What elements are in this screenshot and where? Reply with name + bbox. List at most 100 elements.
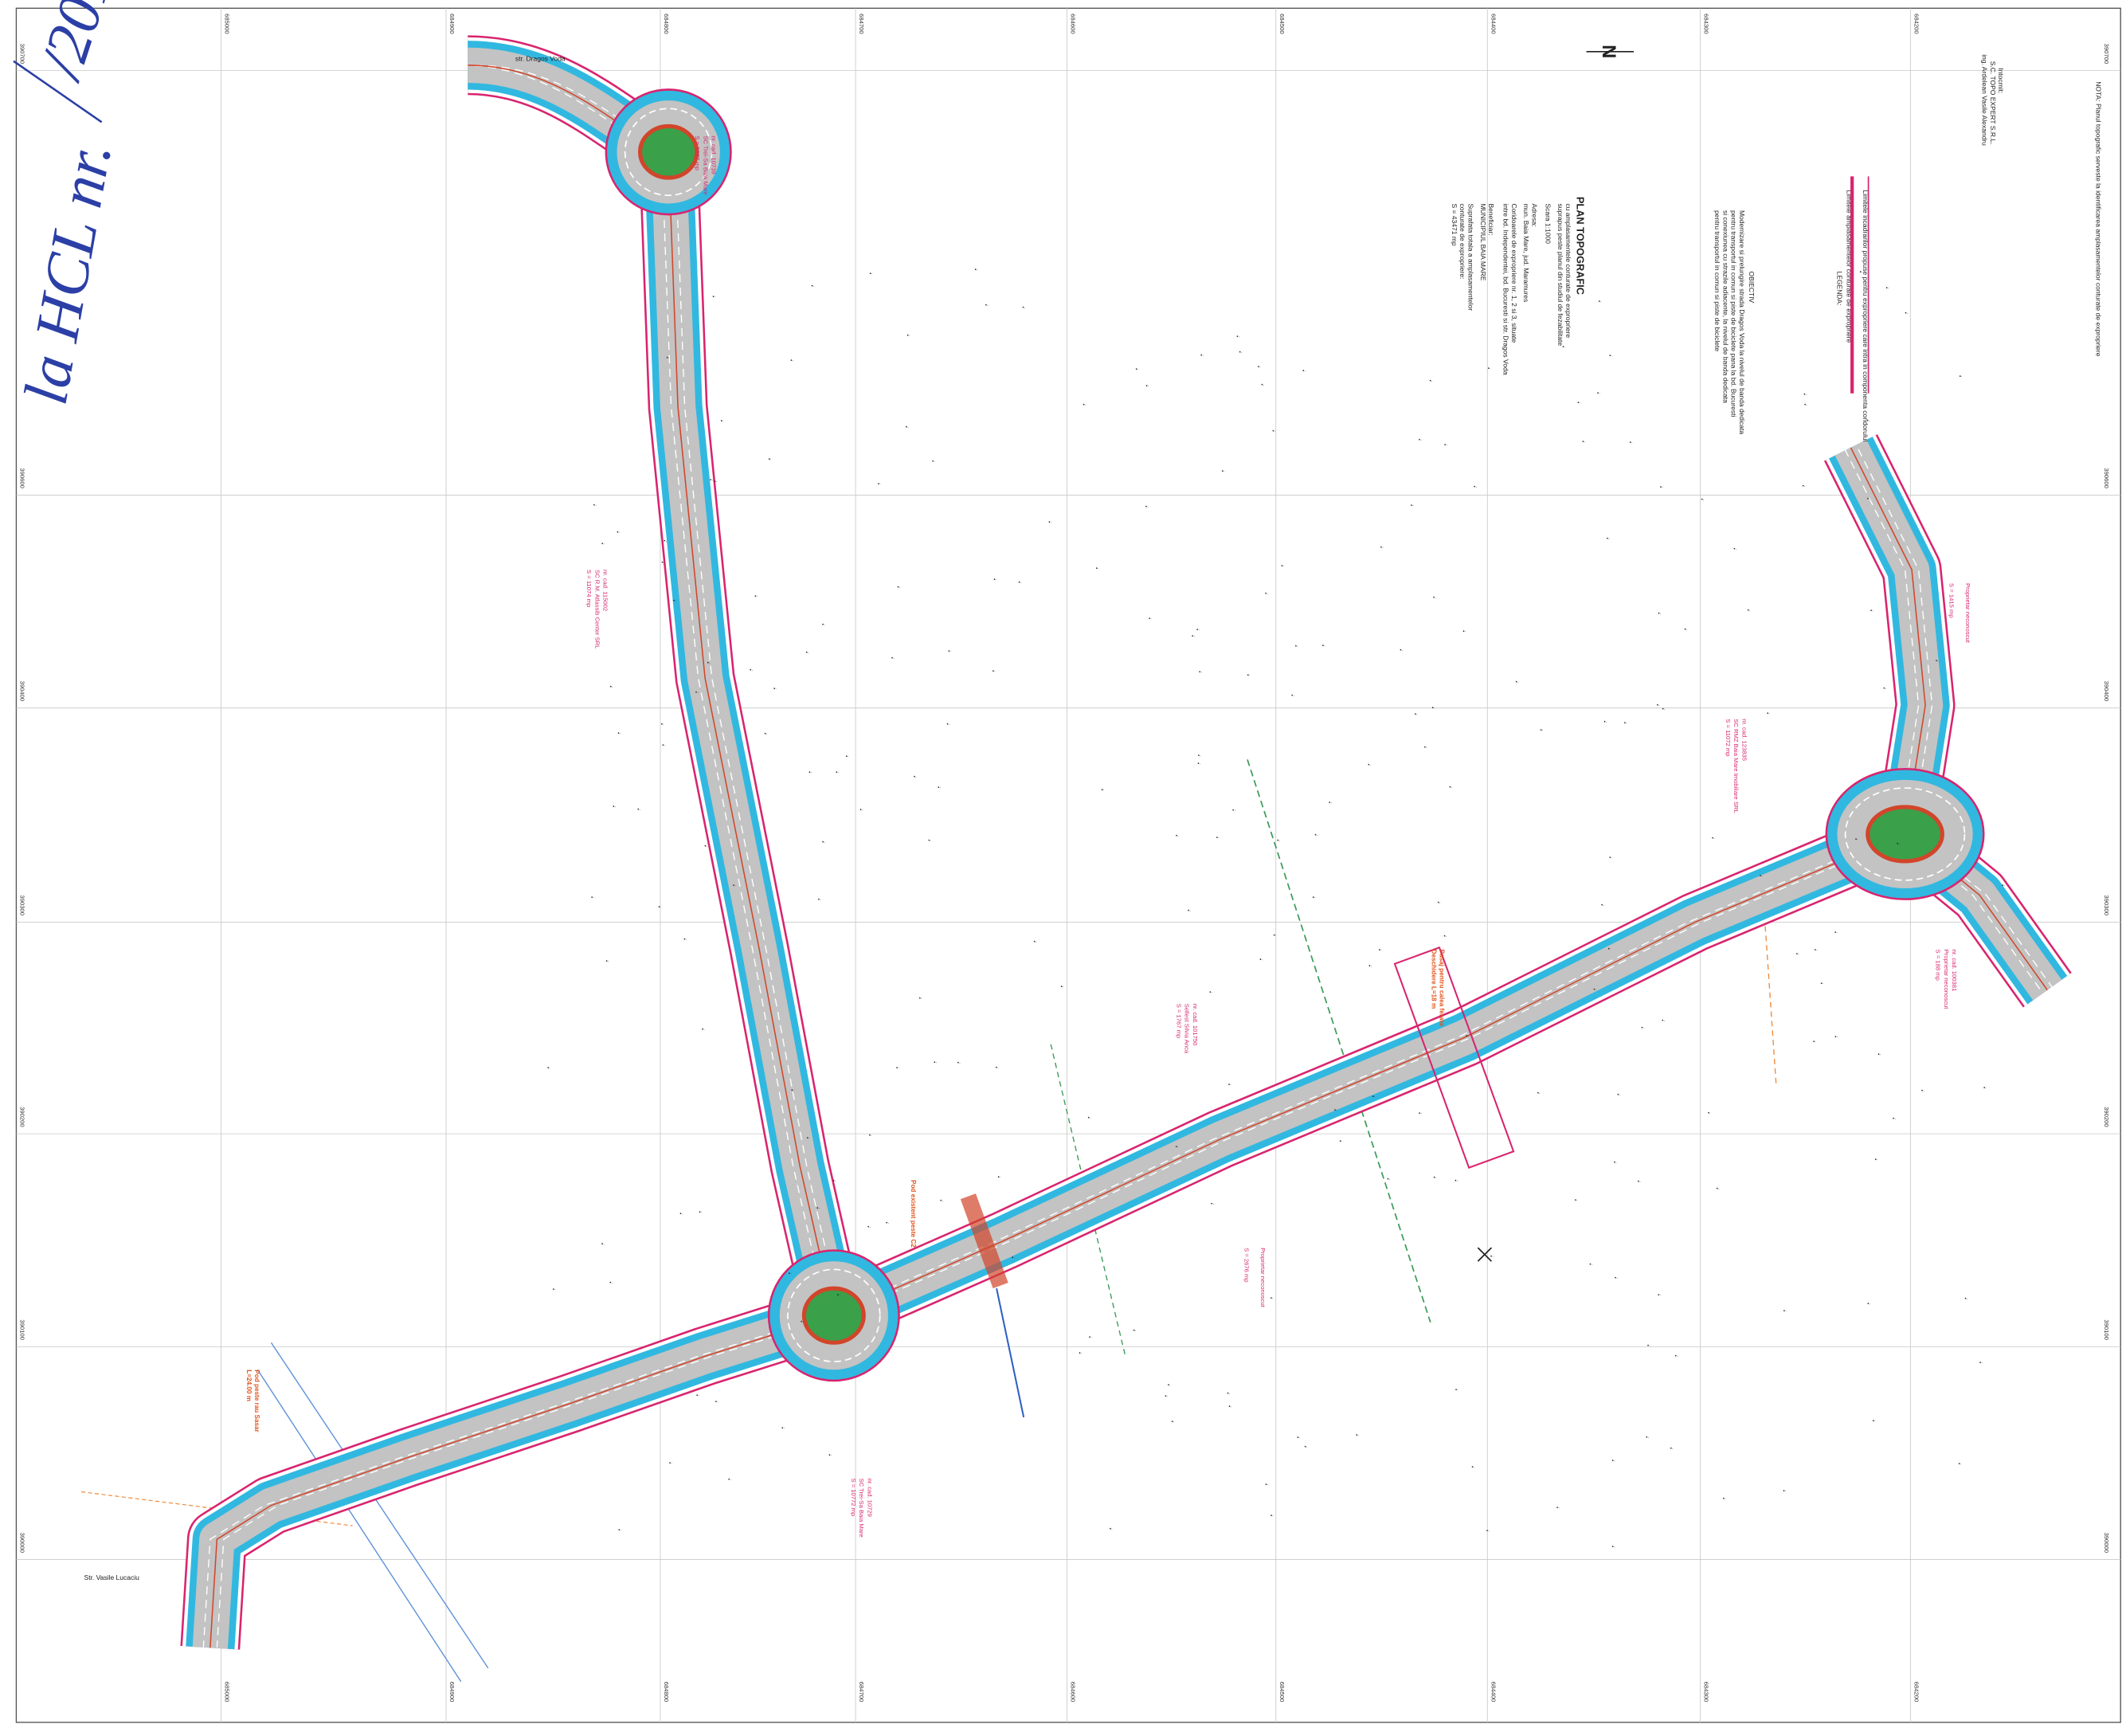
spot-mark: •· (1200, 354, 1204, 359)
river-bank (270, 1342, 489, 1669)
spot-mark: •· (1146, 384, 1149, 389)
label: nr. cad. 100381 (1951, 950, 1958, 992)
spot-mark: •· (1302, 369, 1306, 374)
label: Scara 1:1000 (1544, 203, 1552, 244)
spot-mark: •· (1597, 391, 1600, 396)
spot-mark: •· (704, 844, 707, 849)
spot-mark: •· (1875, 1158, 1878, 1163)
spot-mark: •· (618, 1529, 621, 1534)
label: Beneficiar: (1487, 203, 1495, 235)
rail-line (1050, 1044, 1126, 1357)
spot-mark: •· (1083, 403, 1086, 408)
spot-mark: •· (658, 906, 661, 911)
spot-mark: •· (696, 1393, 699, 1398)
spot-mark: •· (928, 839, 931, 844)
spot-mark: •· (1110, 1527, 1113, 1532)
spot-mark: •· (1471, 1465, 1474, 1470)
spot-mark: •· (1936, 659, 1939, 664)
grid-label: 685000 (224, 1682, 231, 1703)
spot-mark: •· (1433, 596, 1436, 601)
spot-mark: •· (940, 1199, 943, 1204)
spot-mark: •· (1314, 833, 1317, 838)
lane-marking (660, 151, 828, 1316)
spot-mark: •· (806, 651, 809, 656)
spot-mark: •· (1601, 903, 1604, 908)
spot-mark: •· (754, 595, 758, 600)
spot-mark: •· (898, 586, 901, 590)
label: nr. cad. 10729 (866, 1478, 873, 1516)
spot-mark: •· (781, 1426, 785, 1431)
spot-mark: •· (836, 770, 839, 775)
spot-mark: •· (661, 723, 664, 727)
spot-mark: •· (1247, 674, 1251, 679)
spot-mark: •· (1609, 856, 1612, 860)
grid-label: 684600 (1070, 14, 1077, 34)
label: LEGENDA: (1835, 272, 1843, 306)
spot-mark: •· (1419, 1112, 1422, 1117)
label: Proprietar neconoscut (1259, 1248, 1267, 1308)
label: S = 2676 mp (1243, 1248, 1251, 1283)
spot-mark: •· (1265, 1483, 1268, 1487)
label: Deschidere L=18 m (1430, 950, 1437, 1009)
spot-mark: •· (878, 482, 881, 487)
spot-mark: •· (846, 754, 849, 759)
grid-label: 684900 (448, 1682, 456, 1703)
label: si conexiunea cu strazile adiacente, la … (1721, 210, 1729, 403)
spot-mark: •· (553, 1288, 556, 1293)
spot-mark: •· (1815, 949, 1818, 954)
spot-mark: •· (601, 1243, 605, 1248)
spot-mark: •· (1034, 940, 1037, 945)
grid-label: 390100 (2103, 1319, 2110, 1340)
spot-mark: •· (1176, 834, 1179, 839)
spot-mark: •· (591, 895, 594, 900)
spot-mark: •· (1415, 713, 1418, 718)
label: str. Dragos Voda (515, 55, 566, 63)
grid-label: 390400 (19, 681, 26, 702)
spot-mark: •· (601, 542, 605, 547)
label: Intocmit: (1997, 68, 2005, 93)
spot-mark: •· (1096, 566, 1099, 571)
label: S = 11074 mp (585, 570, 593, 607)
spot-mark: •· (1490, 1255, 1494, 1260)
spot-mark: •· (667, 356, 670, 361)
spot-mark: •· (1271, 1297, 1274, 1302)
spot-mark: •· (1322, 645, 1325, 649)
spot-mark: •· (1462, 630, 1466, 635)
spot-mark: •· (699, 1211, 703, 1216)
spot-mark: •· (1921, 1089, 1924, 1094)
label: SC RMZ Baia Mare Imobiliare SRL (1733, 719, 1740, 813)
grid-label: 390000 (19, 1533, 26, 1553)
spot-mark: •· (934, 1060, 937, 1065)
lane-marking (827, 833, 1899, 1316)
spot-mark: •· (1368, 964, 1372, 969)
spot-mark: •· (812, 284, 815, 289)
spot-mark: •· (1197, 762, 1200, 767)
label: nr. cad. 115002 (601, 570, 609, 611)
spot-mark: •· (870, 272, 873, 276)
spot-mark: •· (1449, 786, 1452, 790)
spot-mark: •· (946, 723, 949, 727)
spot-mark: •· (1959, 1462, 1962, 1467)
label: NOTA: Planul topografic serveste la iden… (2095, 81, 2103, 356)
label: Suprafata totala a amplasamentelor (1466, 203, 1474, 311)
spot-mark: •· (1658, 1294, 1661, 1299)
spot-mark: •· (1813, 1040, 1816, 1044)
spot-mark: •· (1767, 712, 1770, 717)
label: S = 11072 mp (1725, 719, 1732, 756)
spot-mark: •· (1960, 375, 1963, 380)
spot-mark: •· (1196, 629, 1200, 633)
spot-mark: •· (1803, 484, 1806, 489)
spot-mark: •· (891, 656, 895, 661)
grid-label: 684500 (1278, 14, 1286, 34)
spot-mark: •· (1575, 1199, 1578, 1204)
spot-mark: •· (906, 425, 909, 430)
north-label: N (1598, 45, 1619, 58)
grid-label: 684600 (1070, 1682, 1077, 1703)
label: cu amplasamentele conturate de exproprie… (1564, 203, 1572, 338)
label: Str. Vasile Lucaciu (84, 1573, 140, 1581)
roundabout-lane (624, 108, 713, 197)
grid-label: 390200 (2103, 1107, 2110, 1127)
spot-mark: •· (1411, 504, 1414, 509)
label: pentru transportul in comun si piste de … (1730, 210, 1738, 417)
spot-mark: •· (1199, 671, 1202, 676)
